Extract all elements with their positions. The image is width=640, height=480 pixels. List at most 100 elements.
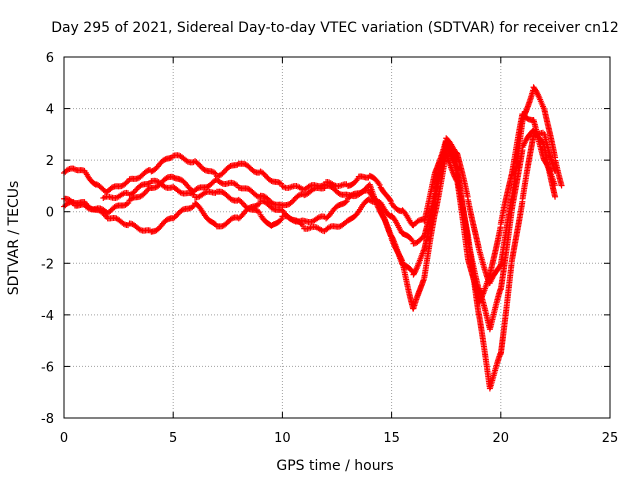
data-point: [477, 296, 484, 303]
data-point: [219, 170, 226, 177]
data-point: [226, 163, 233, 170]
data-point: [264, 200, 271, 207]
data-point: [558, 182, 565, 189]
data-point: [104, 188, 111, 195]
data-point: [342, 199, 349, 206]
data-point: [299, 222, 306, 229]
data-point: [415, 237, 422, 244]
data-point: [260, 170, 267, 177]
data-point: [228, 215, 235, 222]
data-point: [551, 168, 558, 175]
data-point: [250, 168, 257, 175]
data-point: [374, 203, 381, 210]
data-point: [65, 200, 72, 207]
data-point: [145, 185, 152, 192]
series-track-a: [61, 84, 565, 287]
data-point: [544, 162, 551, 169]
data-point: [277, 217, 284, 224]
data-point: [453, 159, 460, 166]
data-point: [208, 180, 215, 187]
data-point: [133, 186, 140, 193]
y-tick-label: -8: [41, 412, 54, 427]
data-point: [123, 179, 130, 186]
x-axis-label: GPS time / hours: [276, 458, 393, 474]
data-point: [254, 201, 261, 208]
data-point: [382, 218, 389, 225]
series-track-c: [61, 127, 559, 333]
data-point: [223, 192, 230, 199]
data-point: [331, 186, 338, 193]
data-point: [256, 194, 263, 201]
data-point: [410, 222, 417, 229]
data-point: [212, 189, 219, 196]
data-point: [97, 184, 104, 191]
data-point: [146, 227, 153, 234]
data-point: [359, 188, 366, 195]
data-point: [125, 200, 132, 207]
data-point: [193, 159, 200, 166]
data-point: [222, 167, 229, 174]
plot-frame: [63, 56, 611, 419]
data-point: [246, 164, 253, 171]
data-point: [249, 188, 256, 195]
y-tick-label: 6: [46, 51, 54, 66]
data-point: [201, 166, 208, 173]
data-point: [387, 196, 394, 203]
data-point: [254, 208, 261, 215]
data-point: [70, 165, 77, 172]
data-point: [223, 220, 230, 227]
data-point: [545, 164, 552, 171]
data-point: [391, 241, 398, 248]
series-track-d: [100, 111, 558, 312]
x-tick-label: 5: [169, 431, 177, 446]
data-point: [189, 204, 196, 211]
data-point: [412, 268, 419, 275]
data-point: [449, 149, 456, 156]
y-tick-label: 0: [46, 206, 54, 221]
data-point: [451, 172, 458, 179]
data-point: [390, 240, 397, 247]
data-point: [552, 193, 559, 200]
data-point: [108, 184, 115, 191]
x-tick-label: 15: [383, 431, 400, 446]
data-point: [269, 200, 276, 207]
data-point: [263, 173, 270, 180]
x-tick-label: 20: [493, 431, 510, 446]
data-point: [99, 209, 106, 216]
y-tick-label: 2: [46, 154, 54, 169]
y-tick-label: -2: [41, 257, 54, 272]
data-point: [211, 169, 218, 176]
x-tick-label: 0: [60, 431, 68, 446]
data-point: [237, 197, 244, 204]
data-point: [123, 201, 130, 208]
data-point: [140, 191, 147, 198]
data-point: [137, 182, 144, 189]
axis-ticks: 0 5 10 15 20 25 -8 -6 -4 -2 0 2 4 6: [41, 51, 618, 446]
data-point: [107, 207, 114, 214]
data-point: [295, 192, 302, 199]
y-tick-label: -6: [41, 360, 54, 375]
data-point: [65, 166, 72, 173]
data-point: [387, 232, 394, 239]
data-point: [415, 217, 422, 224]
data-point: [449, 150, 456, 157]
data-point: [264, 195, 271, 202]
data-point: [256, 209, 263, 216]
data-point: [398, 256, 405, 263]
chart-title: Day 295 of 2021, Sidereal Day-to-day VTE…: [51, 20, 619, 36]
data-point: [142, 188, 149, 195]
data-point: [267, 177, 274, 184]
data-point: [256, 200, 263, 207]
y-tick-label: 4: [46, 103, 54, 118]
data-point: [245, 205, 252, 212]
data-point: [478, 294, 485, 301]
y-axis-label: SDTVAR / TECUs: [6, 181, 22, 296]
grid-lines: [64, 57, 610, 418]
y-tick-label: -4: [41, 309, 54, 324]
data-point: [349, 191, 356, 198]
data-point: [234, 161, 241, 168]
data-point: [207, 182, 214, 189]
data-point: [245, 163, 252, 170]
data-point: [138, 172, 145, 179]
